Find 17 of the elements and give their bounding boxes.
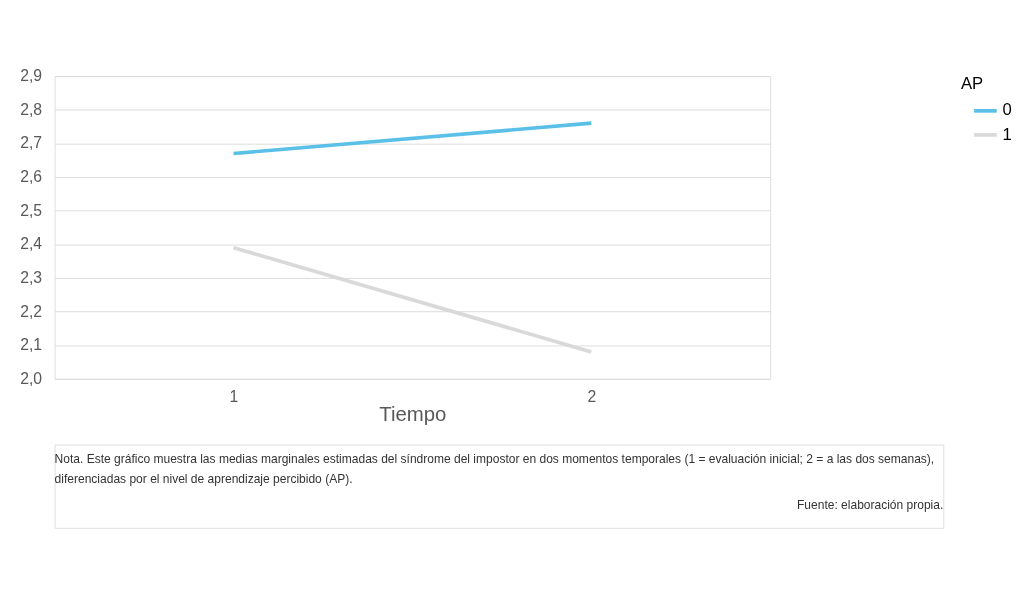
x-axis-title: Tiempo [379,402,447,425]
y-tick-label: 2,4 [20,235,43,253]
y-tick-label: 2,1 [20,336,43,354]
y-tick-label: 2,3 [20,269,43,287]
y-tick-label: 2,9 [20,67,43,85]
y-tick-label: 2,0 [20,369,43,387]
y-tick-label: 2,7 [20,134,43,152]
y-tick-label: 2,5 [20,201,43,219]
y-tick-label: 2,8 [20,100,43,118]
x-tick-label: 2 [587,388,597,406]
text: Nota. Este gráfico muestra las medias marginales estimadas del síndrome del impostor en dos momentos temporales (1 = evaluación inicial; 2 = a las dos semanas), diferenciadas por el nivel de aprendizaje percibido (AP). [54,452,935,487]
legend-title: AP [960,74,984,94]
legend-label: 0 [1002,100,1012,120]
y-tick-label: 2,2 [20,302,43,320]
y-tick-label: 2,6 [20,168,43,186]
legend-label: 1 [1002,124,1012,144]
source-note: Fuente: elaboración propia. [797,498,944,513]
